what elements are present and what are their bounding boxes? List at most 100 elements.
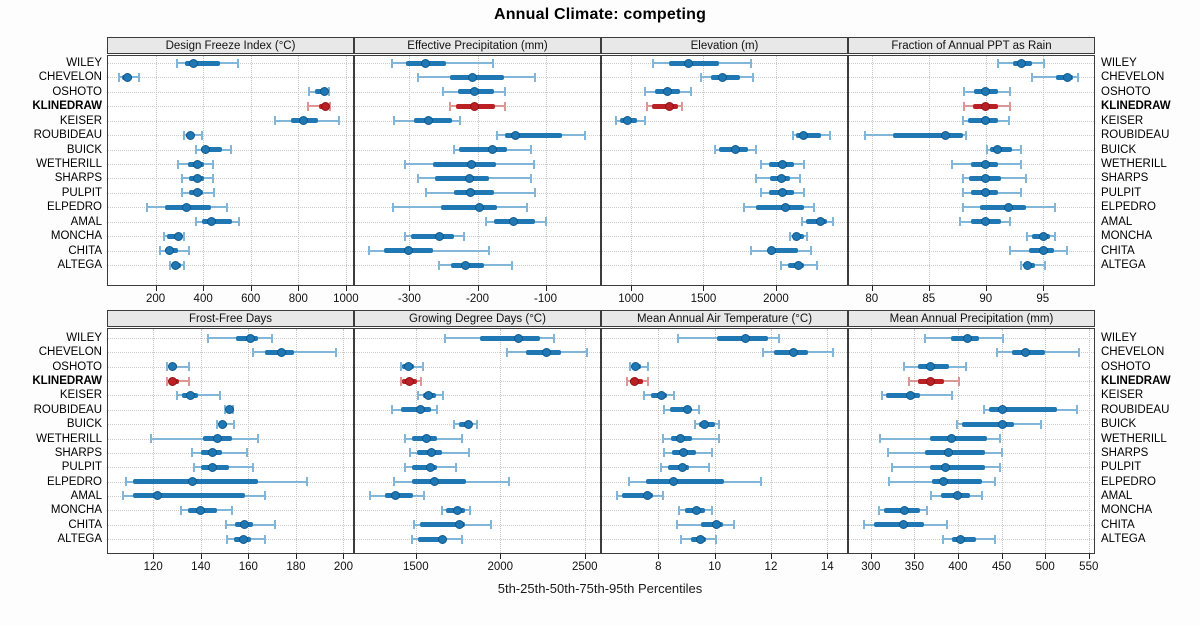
gridline-h xyxy=(602,106,847,108)
whisker-cap-high xyxy=(809,246,812,256)
whisker-cap-high xyxy=(710,448,713,458)
whisker-cap-low xyxy=(863,130,866,140)
gridline-v xyxy=(630,56,632,285)
median-dot xyxy=(171,260,181,270)
station-label-right: BUICK xyxy=(1101,418,1137,431)
gridline-h xyxy=(602,467,847,469)
gridline-v xyxy=(827,329,829,553)
whisker-cap-low xyxy=(761,347,764,357)
median-dot xyxy=(1004,202,1014,212)
gridline-v xyxy=(409,56,411,285)
station-label-left: BUICK xyxy=(66,143,102,156)
whisker-cap-low xyxy=(438,260,441,270)
whisker-cap-high xyxy=(802,159,805,169)
station-label-right: KLINEDRAW xyxy=(1101,375,1171,388)
whisker-cap-low xyxy=(175,390,178,400)
whisker-cap-low xyxy=(679,534,682,544)
median-dot xyxy=(981,217,991,227)
whisker-cap-low xyxy=(743,202,746,212)
axis-tick-label: 350 xyxy=(904,561,924,573)
axis-tick xyxy=(1045,554,1047,559)
whisker-cap-low xyxy=(614,116,617,126)
gridline-h xyxy=(602,164,847,165)
whisker-cap-high xyxy=(806,231,809,241)
median-dot xyxy=(905,390,915,400)
axis-tick-label: 12 xyxy=(764,561,778,573)
whisker-cap-low xyxy=(484,217,487,227)
axis-tick xyxy=(203,286,205,291)
axis-tick-label: 600 xyxy=(241,293,261,305)
station-label-left: PULPIT xyxy=(61,186,102,199)
whisker-cap-high xyxy=(829,130,832,140)
whisker-cap-low xyxy=(616,491,619,501)
panel-effective-precipitation-mm xyxy=(354,55,601,286)
whisker-cap-low xyxy=(403,434,406,443)
median-dot xyxy=(427,448,437,458)
median-dot xyxy=(240,520,250,530)
median-dot xyxy=(1021,347,1031,357)
panel-fraction-of-annual-ppt-as-rain xyxy=(848,55,1095,286)
median-dot xyxy=(475,202,485,212)
whisker-cap-low xyxy=(961,202,964,212)
whisker-cap-high xyxy=(1008,217,1011,227)
panel-strip-design-freeze-index-c: Design Freeze Index (°C) xyxy=(107,37,354,54)
median-dot xyxy=(173,231,183,241)
median-dot xyxy=(662,87,672,97)
whisker-cap-low xyxy=(881,390,884,400)
iqr-bar xyxy=(432,161,496,167)
median-dot xyxy=(792,231,802,241)
median-dot xyxy=(468,72,478,82)
gridline-v xyxy=(295,329,297,553)
whisker-cap-low xyxy=(693,419,696,429)
axis-tick xyxy=(658,554,660,559)
whisker-cap-low xyxy=(453,145,456,155)
whisker-cap-low xyxy=(206,333,209,343)
whisker-cap-low xyxy=(942,534,945,544)
gridline-v xyxy=(250,56,252,285)
gridline-h xyxy=(355,495,600,497)
median-dot xyxy=(691,505,701,515)
whisker-cap-low xyxy=(1031,72,1034,82)
median-dot xyxy=(167,362,177,372)
whisker-cap-low xyxy=(177,159,180,169)
gridline-h xyxy=(108,135,353,137)
whisker-cap-high xyxy=(511,260,514,270)
station-label-left: WILEY xyxy=(66,57,102,69)
median-dot xyxy=(465,188,475,198)
whisker-cap-high xyxy=(1077,72,1080,82)
gridline-h xyxy=(108,178,353,180)
whisker-cap-high xyxy=(533,188,536,198)
whisker-cap-low xyxy=(878,434,881,443)
axis-tick-label: -300 xyxy=(397,293,421,305)
whisker-cap-low xyxy=(627,477,630,487)
gridline-h xyxy=(849,77,1094,79)
median-dot xyxy=(941,130,951,140)
gridline-h xyxy=(602,539,847,540)
iqr-bar xyxy=(201,219,232,225)
iqr-bar xyxy=(930,436,987,441)
iqr-bar xyxy=(420,522,465,528)
whisker-cap-high xyxy=(459,116,462,126)
gridline-v xyxy=(248,329,250,553)
whisker-cap-high xyxy=(1078,347,1081,357)
whisker-cap-low xyxy=(273,116,276,126)
station-label-left: ALTEGA xyxy=(57,533,102,545)
station-label-right: PULPIT xyxy=(1101,186,1142,199)
station-label-left: AMAL xyxy=(70,215,102,228)
whisker-cap-low xyxy=(760,159,763,169)
axis-tick xyxy=(345,286,347,291)
whisker-cap-low xyxy=(416,390,419,400)
whisker-cap-high xyxy=(672,390,675,400)
axis-tick-label: 200 xyxy=(145,293,166,305)
axis-tick-label: 2000 xyxy=(487,561,514,573)
whisker-cap-low xyxy=(888,477,891,487)
median-dot xyxy=(676,434,686,443)
whisker-cap-low xyxy=(399,376,402,386)
whisker-cap-high xyxy=(1008,87,1011,97)
whisker-cap-high xyxy=(1054,231,1057,241)
gridline-h xyxy=(849,63,1094,64)
whisker-cap-high xyxy=(680,101,683,111)
gridline-v xyxy=(1045,329,1047,553)
gridline-h xyxy=(849,149,1094,151)
whisker-cap-low xyxy=(675,520,678,530)
